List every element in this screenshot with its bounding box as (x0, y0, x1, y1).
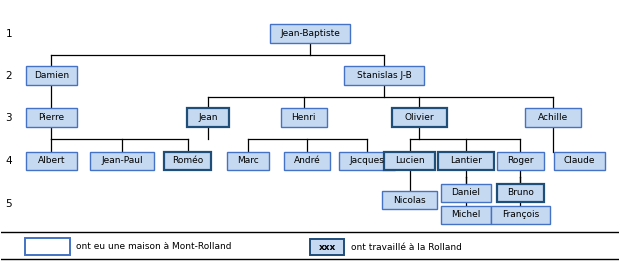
Text: Henri: Henri (291, 113, 316, 122)
FancyBboxPatch shape (525, 108, 581, 127)
Text: Achille: Achille (538, 113, 569, 122)
Text: Nicolas: Nicolas (393, 196, 426, 205)
Text: Stanislas J-B: Stanislas J-B (357, 71, 412, 80)
FancyBboxPatch shape (438, 152, 494, 170)
Text: Jean-Paul: Jean-Paul (101, 156, 143, 165)
Text: Jean: Jean (198, 113, 218, 122)
Text: xxx: xxx (319, 243, 336, 252)
Text: Jacques: Jacques (350, 156, 384, 165)
Text: Marc: Marc (237, 156, 259, 165)
FancyBboxPatch shape (392, 108, 448, 127)
FancyBboxPatch shape (26, 108, 77, 127)
Text: ont travaillé à la Rolland: ont travaillé à la Rolland (352, 243, 463, 252)
Text: Albert: Albert (38, 156, 65, 165)
FancyBboxPatch shape (339, 152, 395, 170)
Text: Roger: Roger (507, 156, 534, 165)
Text: François: François (502, 210, 539, 219)
FancyBboxPatch shape (281, 108, 327, 127)
FancyBboxPatch shape (90, 152, 154, 170)
Text: Daniel: Daniel (451, 188, 481, 197)
FancyBboxPatch shape (310, 239, 344, 255)
FancyBboxPatch shape (497, 152, 544, 170)
FancyBboxPatch shape (384, 152, 435, 170)
FancyBboxPatch shape (284, 152, 330, 170)
Text: ont eu une maison à Mont-Rolland: ont eu une maison à Mont-Rolland (76, 242, 232, 251)
Text: 3: 3 (6, 112, 12, 122)
Text: 1: 1 (6, 29, 12, 39)
FancyBboxPatch shape (441, 206, 491, 224)
FancyBboxPatch shape (497, 184, 544, 202)
Text: André: André (293, 156, 321, 165)
Text: Olivier: Olivier (405, 113, 434, 122)
FancyBboxPatch shape (554, 152, 605, 170)
FancyBboxPatch shape (25, 238, 70, 256)
FancyBboxPatch shape (270, 24, 350, 43)
Text: Jean-Baptiste: Jean-Baptiste (280, 29, 340, 38)
Text: Roméo: Roméo (172, 156, 203, 165)
Text: Pierre: Pierre (38, 113, 64, 122)
FancyBboxPatch shape (344, 66, 425, 85)
Text: 2: 2 (6, 70, 12, 81)
FancyBboxPatch shape (227, 152, 269, 170)
FancyBboxPatch shape (26, 66, 77, 85)
Text: Lucien: Lucien (395, 156, 425, 165)
FancyBboxPatch shape (187, 108, 229, 127)
Text: Damien: Damien (34, 71, 69, 80)
Text: Michel: Michel (451, 210, 481, 219)
FancyBboxPatch shape (441, 184, 491, 202)
FancyBboxPatch shape (490, 206, 550, 224)
FancyBboxPatch shape (164, 152, 211, 170)
FancyBboxPatch shape (26, 152, 77, 170)
Text: Claude: Claude (564, 156, 595, 165)
Text: Bruno: Bruno (507, 188, 534, 197)
Text: 4: 4 (6, 156, 12, 166)
FancyBboxPatch shape (382, 191, 438, 209)
Text: 5: 5 (6, 199, 12, 209)
Text: Lantier: Lantier (450, 156, 482, 165)
